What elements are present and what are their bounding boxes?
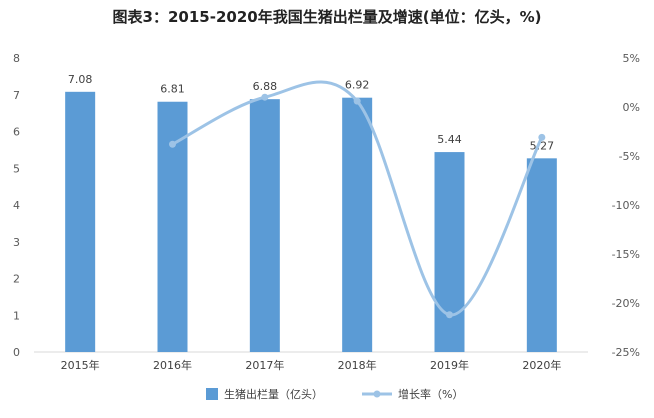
bar-data-label: 6.92 [345, 79, 370, 92]
left-y-tick-label: 2 [13, 273, 20, 286]
left-y-tick-label: 3 [13, 236, 20, 249]
bar [65, 91, 96, 352]
right-y-tick-label: -20% [612, 297, 640, 310]
bar [434, 152, 465, 352]
growth-rate-point [261, 93, 269, 101]
growth-rate-point [446, 311, 453, 319]
right-y-tick-label: 5% [623, 52, 640, 65]
left-y-tick-label: 6 [13, 126, 20, 139]
legend-bar-swatch [206, 388, 218, 400]
legend-line-label: 增长率（%） [398, 387, 463, 401]
left-y-tick-label: 1 [13, 309, 20, 322]
x-tick-label: 2016年 [153, 358, 192, 372]
x-tick-label: 2017年 [245, 358, 284, 372]
growth-rate-point [538, 133, 546, 141]
right-y-tick-label: 0% [623, 101, 640, 114]
left-y-tick-label: 4 [13, 199, 20, 212]
legend-bar-label: 生猪出栏量（亿头） [224, 387, 323, 401]
x-tick-label: 2018年 [338, 358, 377, 372]
bar [249, 99, 280, 352]
right-y-tick-label: -15% [612, 248, 640, 261]
bar-data-label: 7.08 [68, 73, 93, 86]
bar-data-label: 5.44 [437, 133, 462, 146]
left-y-tick-label: 7 [13, 89, 20, 102]
bar-data-label: 6.88 [253, 80, 278, 93]
growth-rate-line [171, 80, 544, 317]
legend-line-marker [373, 390, 381, 398]
left-y-tick-label: 5 [13, 162, 20, 175]
growth-rate-point [353, 97, 361, 105]
chart-title: 图表3：2015-2020年我国生猪出栏量及增速(单位：亿头，%) [112, 8, 542, 26]
x-tick-label: 2020年 [522, 358, 561, 372]
right-y-tick-label: -25% [612, 346, 640, 359]
growth-rate-point [169, 140, 176, 148]
x-tick-label: 2015年 [61, 358, 100, 372]
right-y-tick-label: -10% [612, 199, 640, 212]
left-y-tick-label: 0 [13, 346, 20, 359]
right-y-tick-label: -5% [619, 150, 640, 163]
left-y-tick-label: 8 [13, 52, 20, 65]
bar [342, 97, 373, 352]
bar-data-label: 6.81 [160, 83, 185, 96]
x-tick-label: 2019年 [430, 358, 469, 372]
bar [526, 158, 557, 352]
bar-data-label: 5.27 [530, 139, 555, 152]
